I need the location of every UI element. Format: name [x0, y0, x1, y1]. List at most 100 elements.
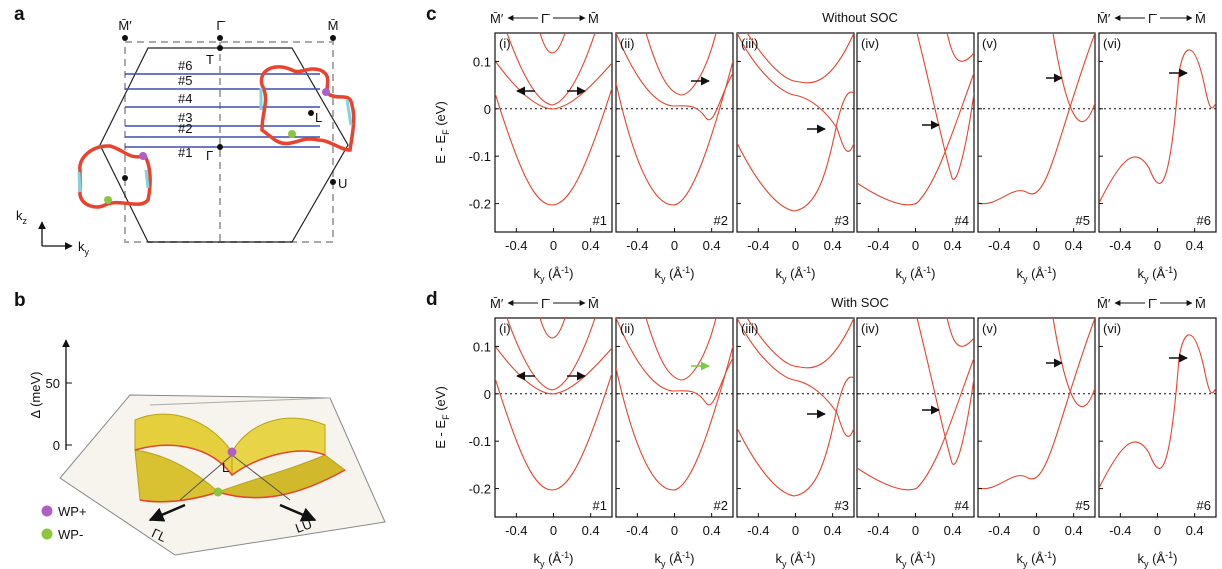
band-curves: [1099, 49, 1216, 204]
x-tick-label: -0.4: [988, 523, 1010, 538]
plot-frame: [856, 317, 975, 518]
band-curve: [857, 72, 974, 206]
cut-label: #4: [955, 498, 969, 513]
band-curves: [737, 318, 854, 497]
tick-label: 50: [46, 376, 60, 391]
cut-lines: [125, 73, 320, 148]
x-tick-label: 0: [1033, 523, 1040, 538]
x-axis-label: ky (Å-1): [655, 550, 695, 569]
cut-label: #1: [178, 145, 192, 160]
x-axis-label: ky (Å-1): [1017, 265, 1057, 284]
y-label-unit: (eV): [433, 101, 448, 129]
x-tick-label: -0.4: [1109, 523, 1131, 538]
cut-label: #5: [1076, 498, 1090, 513]
x-label-sub: y: [661, 559, 666, 569]
cut-label: #4: [178, 91, 192, 106]
y-label-sub: F: [441, 129, 451, 135]
y-label-main: E - E: [433, 135, 448, 164]
cut-label: #3: [835, 213, 849, 228]
band-curve: [616, 345, 733, 491]
panel-index: (vi): [1103, 36, 1121, 51]
y-label-unit: (eV): [433, 386, 448, 414]
axis-label: Δ (meV): [28, 372, 43, 419]
x-label-unit: (Å: [1028, 266, 1045, 281]
path-label: M̄′: [1097, 11, 1111, 26]
path-label: Γ̄: [1148, 11, 1157, 26]
x-label-close: ): [1173, 551, 1177, 566]
x-label-close: ): [1052, 266, 1056, 281]
x-label-main: k: [1138, 551, 1145, 566]
y-tick-label: -0.1: [469, 149, 491, 164]
plane-edge: [149, 397, 331, 406]
x-label-sub: y: [782, 559, 787, 569]
x-label-close: ): [811, 266, 815, 281]
band-plot: (i) #1 -0.4 0 0.4 -0.2 -0.1 0 0.1 ky (Å-1): [469, 32, 613, 284]
y-tick-label: -0.1: [469, 434, 491, 449]
point-label: U: [338, 176, 347, 191]
legend-label: WP-: [58, 527, 83, 542]
x-label-close: ): [1052, 551, 1056, 566]
panel-index: (i): [499, 36, 511, 51]
x-label-sub: y: [540, 274, 545, 284]
x-label-sub: y: [540, 559, 545, 569]
point-label: M̄′: [118, 18, 132, 33]
band-row: d With SOC M̄′ Γ̄ M̄ M̄′ Γ̄ M̄ E - EF (eV) (i) #1 -…: [426, 289, 1217, 569]
band-curve: [746, 318, 854, 369]
y-tick-label: -0.2: [469, 482, 491, 497]
x-axis-label: ky (Å-1): [1138, 265, 1178, 284]
x-tick-label: 0: [912, 238, 919, 253]
x-axis-label: ky (Å-1): [896, 550, 936, 569]
x-label-unit: (Å: [1149, 551, 1166, 566]
fermi-contour: [78, 144, 152, 209]
cut-label: #3: [835, 498, 849, 513]
axis-label-main: k: [16, 208, 23, 223]
band-curve: [616, 33, 733, 121]
point-label: L: [222, 460, 229, 475]
x-axis-label: ky (Å-1): [776, 550, 816, 569]
x-tick-label: 0.4: [1065, 238, 1083, 253]
band-curve: [857, 357, 974, 491]
panel-b: b L ΓL LU Δ (meV) WP+ WP- 0 50: [14, 290, 386, 556]
cut-label: #1: [593, 498, 607, 513]
x-label-unit: (Å: [666, 551, 683, 566]
panel-label: b: [14, 290, 26, 311]
band-curves: [978, 318, 1095, 490]
band-plot: (iii) #3 -0.4 0 0.4 ky (Å-1): [736, 317, 855, 569]
x-tick-label: 0: [671, 523, 678, 538]
band-curve: [737, 318, 854, 437]
x-label-main: k: [655, 551, 662, 566]
band-curves: [616, 318, 733, 491]
x-label-sub: y: [902, 274, 907, 284]
x-axis-label: ky (Å-1): [534, 550, 574, 569]
contour-highlight: [77, 88, 353, 193]
direction-arrow: [279, 503, 317, 522]
x-tick-label: 0.4: [1186, 238, 1204, 253]
band-curve: [916, 318, 974, 465]
x-label-sup: -1: [682, 265, 690, 275]
y-label-main: E - E: [433, 420, 448, 449]
band-curve: [539, 33, 566, 54]
x-label-main: k: [534, 551, 541, 566]
cut-labels: #6#5 #4 #3#2 #1: [178, 58, 192, 160]
x-tick-label: 0.4: [944, 523, 962, 538]
x-label-sup: -1: [1044, 265, 1052, 275]
x-axis-label: ky (Å-1): [776, 265, 816, 284]
x-axis-label: ky (Å-1): [655, 265, 695, 284]
x-tick-label: 0.4: [582, 523, 600, 538]
band-curve: [616, 318, 733, 406]
cut-label: #6: [1197, 498, 1211, 513]
x-label-unit: (Å: [787, 266, 804, 281]
x-tick-label: 0: [1154, 523, 1161, 538]
band-curve: [978, 33, 1095, 205]
x-label-main: k: [655, 266, 662, 281]
panel-index: (iv): [861, 36, 879, 51]
x-label-close: ): [569, 551, 573, 566]
band-curves: [1099, 334, 1216, 489]
axis-label: kz: [16, 208, 28, 226]
x-axis-label: ky (Å-1): [1017, 550, 1057, 569]
cut-label: #4: [955, 213, 969, 228]
band-curve: [737, 91, 854, 212]
x-tick-label: 0: [671, 238, 678, 253]
cut-label: #6: [178, 58, 192, 73]
band-curves: [616, 33, 733, 206]
